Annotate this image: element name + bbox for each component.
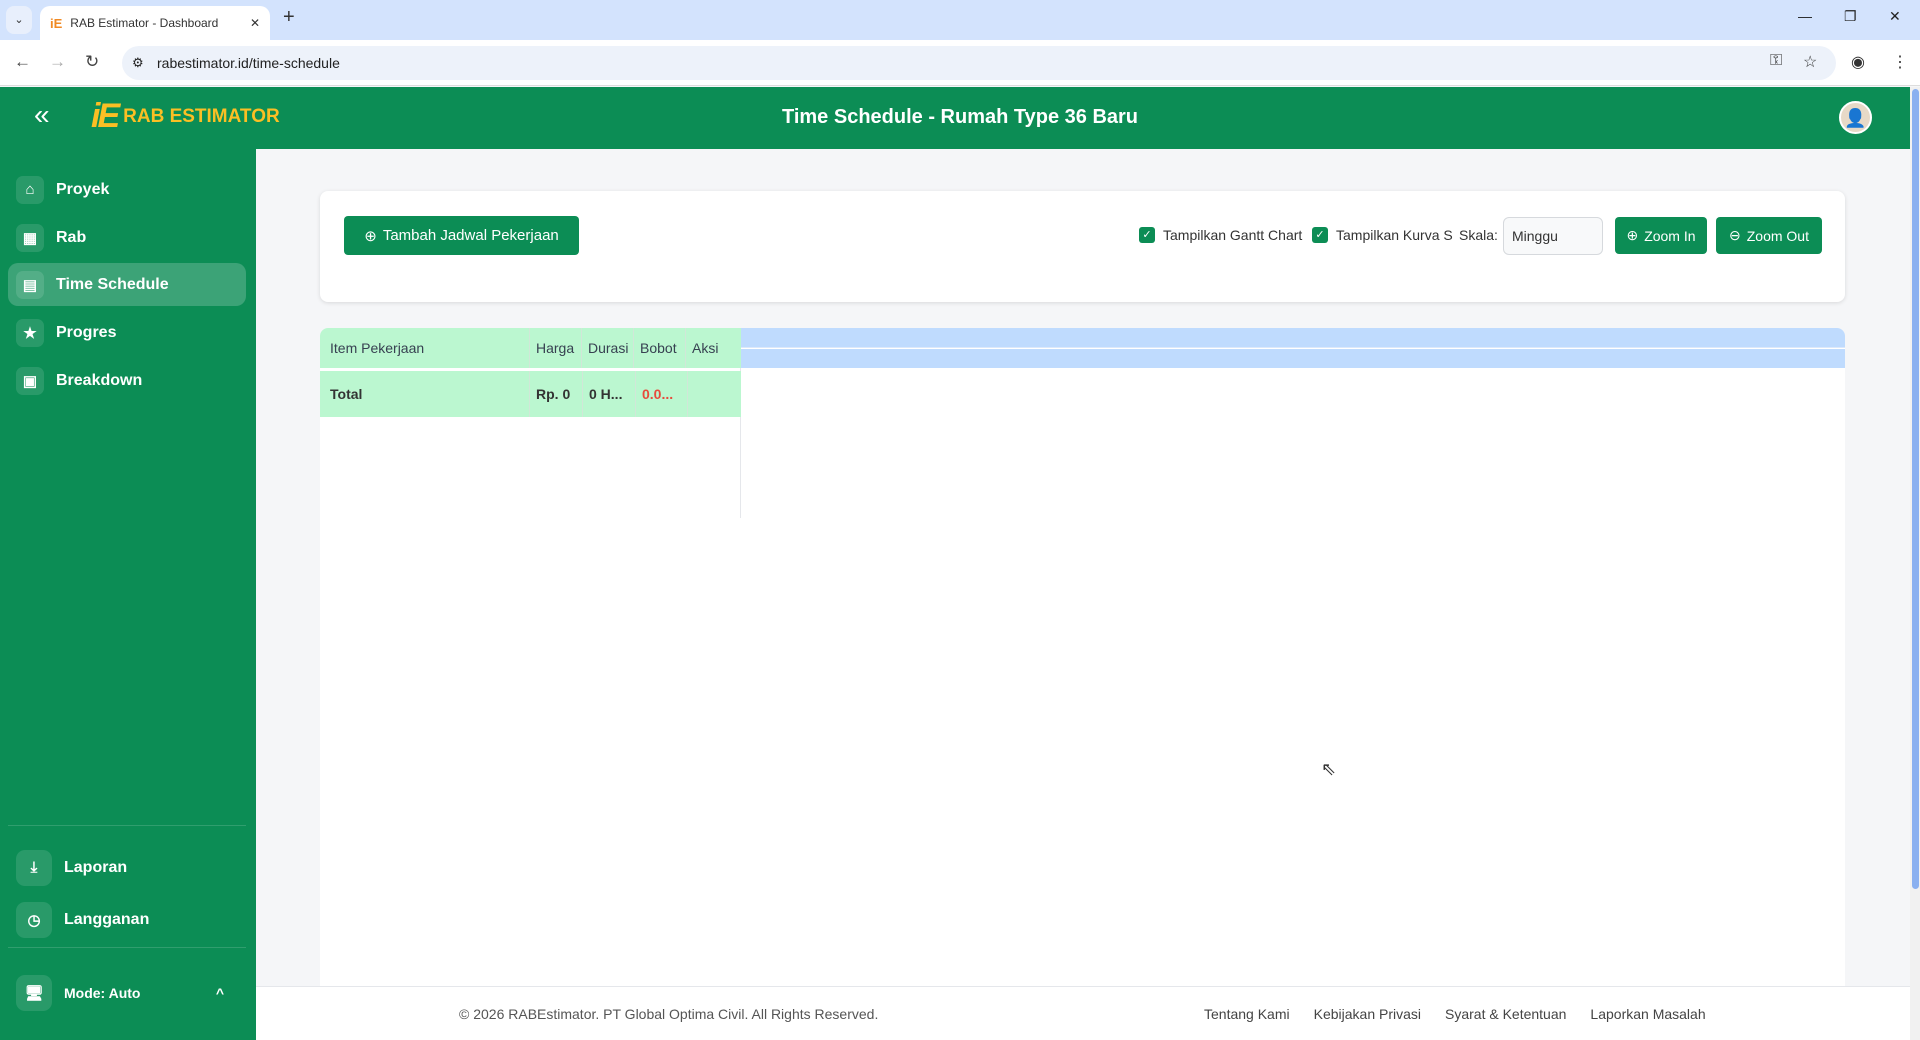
avatar[interactable]: 👤 [1839,101,1872,134]
mouse-cursor-icon: ⇖ [1321,759,1337,779]
grid-icon: ▦ [16,223,44,252]
task-table: Item Pekerjaan Harga Durasi Bobot Aksi T… [320,328,741,518]
collapse-sidebar-icon[interactable]: « [34,99,50,130]
table-header: Item Pekerjaan Harga Durasi Bobot Aksi [320,328,741,368]
zoom-out-label: Zoom Out [1746,227,1809,244]
total-aksi [688,371,741,417]
sidebar-item-label: Time Schedule [56,275,169,293]
profile-icon[interactable]: ◉ [1851,54,1865,71]
sidebar-item-label: Laporan [64,858,128,876]
footer-link-tentang[interactable]: Tentang Kami [1204,1006,1290,1022]
footer-link-laporkan[interactable]: Laporkan Masalah [1590,1006,1706,1022]
sidebar-item-laporan[interactable]: ⤓ Laporan [8,846,246,889]
logo[interactable]: iE RAB ESTIMATOR [91,97,280,135]
plus-circle-icon: ⊕ [364,227,377,245]
tab-search-button[interactable]: ⌄ [6,6,32,34]
toolbar-card: ⊕ Tambah Jadwal Pekerjaan ✓ Tampilkan Gant… [320,191,1845,302]
skala-label: Skala: [1459,227,1498,243]
copyright: © 2026 RABEstimator. PT Global Optima Ci… [459,1006,879,1022]
gantt-header-top [741,328,1845,348]
zoom-out-button[interactable]: ⊖ Zoom Out [1716,217,1822,254]
sidebar-item-label: Rab [56,228,87,246]
col-harga: Harga [530,328,582,368]
url-text: rabestimator.id/time-schedule [157,55,340,71]
restore-icon[interactable]: ❐ [1844,8,1857,24]
check-icon: ✓ [1312,227,1328,243]
app-header: « iE RAB ESTIMATOR Time Schedule - Rumah … [0,87,1920,149]
sidebar-item-time-schedule[interactable]: ▤ Time Schedule [8,263,246,306]
home-icon: ⌂ [16,175,44,204]
zoom-out-icon: ⊖ [1729,227,1741,243]
zoom-in-label: Zoom In [1644,227,1696,244]
gantt-label: Tampilkan Gantt Chart [1163,227,1303,243]
new-tab-button[interactable]: + [283,6,295,28]
browser-tab-bar: ⌄ iE RAB Estimator - Dashboard ✕ + — ❐ ✕ [0,0,1920,40]
bookmark-star-icon[interactable]: ☆ [1803,54,1818,71]
reload-icon[interactable]: ↻ [85,52,100,71]
chevron-up-icon: ^ [215,984,224,1001]
footer-link-privasi[interactable]: Kebijakan Privasi [1313,1006,1421,1022]
divider [8,947,246,948]
minimize-icon[interactable]: — [1798,8,1812,24]
total-harga: Rp. 0 [530,371,583,417]
mode-toggle[interactable]: 🖥 Mode: Auto ^ [8,971,246,1014]
menu-icon[interactable]: ⋮ [1892,54,1908,71]
zoom-in-icon: ⊕ [1626,227,1639,243]
url-input[interactable]: ⚙ rabestimator.id/time-schedule [122,46,1836,80]
sidebar-item-label: Breakdown [56,371,143,389]
divider [8,825,246,826]
sidebar-item-rab[interactable]: ▦ Rab [8,216,246,259]
favicon-icon: iE [50,15,63,31]
sidebar-item-label: Progres [56,323,117,341]
scrollbar-thumb[interactable] [1912,89,1919,889]
star-icon: ★ [16,318,44,347]
total-bobot: 0.0... [636,371,688,417]
back-icon[interactable]: ← [14,52,31,71]
monitor-icon: 🖥 [16,974,52,1011]
col-durasi: Durasi [582,328,634,368]
close-window-icon[interactable]: ✕ [1889,8,1901,24]
page-title: Time Schedule - Rumah Type 36 Baru [781,106,1139,128]
kurva-checkbox[interactable]: ✓ Tampilkan Kurva S [1312,227,1453,243]
password-key-icon[interactable]: ⚿ [1770,52,1783,69]
sidebar-item-label: Langganan [64,910,150,928]
zoom-in-button[interactable]: ⊕ Zoom In [1615,217,1707,254]
logo-text: RAB ESTIMATOR [123,105,280,127]
total-label: Total [320,371,530,417]
total-durasi: 0 H... [583,371,636,417]
gantt-header-bottom [741,349,1845,368]
download-icon: ⤓ [16,849,52,886]
site-settings-icon[interactable]: ⚙ [132,55,144,70]
sidebar-item-langganan[interactable]: ◷ Langganan [8,898,246,941]
col-bobot: Bobot [634,328,686,368]
sidebar-item-proyek[interactable]: ⌂ Proyek [8,168,246,211]
mode-label: Mode: Auto [64,984,141,1001]
sidebar: ⌂ Proyek ▦ Rab ▤ Time Schedule ★ Progres ▣ Br… [0,149,256,1040]
col-aksi: Aksi [692,340,719,356]
footer-link-syarat[interactable]: Syarat & Ketentuan [1445,1006,1567,1022]
check-icon: ✓ [1139,227,1155,243]
sidebar-item-progres[interactable]: ★ Progres [8,311,246,354]
skala-select[interactable]: Minggu [1503,217,1603,255]
total-row: Total Rp. 0 0 H... 0.0... [320,371,741,417]
address-bar-row: ← → ↻ ⚙ rabestimator.id/time-schedule ⚿ ☆… [0,40,1920,86]
sidebar-item-breakdown[interactable]: ▣ Breakdown [8,359,246,402]
clock-icon: ◷ [16,901,52,938]
forward-icon[interactable]: → [49,52,66,71]
gantt-checkbox[interactable]: ✓ Tampilkan Gantt Chart [1139,227,1302,243]
browser-tab[interactable]: iE RAB Estimator - Dashboard ✕ [40,6,270,40]
add-schedule-button[interactable]: ⊕ Tambah Jadwal Pekerjaan [344,216,579,255]
calendar-icon: ▤ [16,270,44,299]
close-tab-icon[interactable]: ✕ [249,16,260,30]
schedule-panel: Item Pekerjaan Harga Durasi Bobot Aksi T… [320,328,1845,988]
col-item: Item Pekerjaan [320,328,530,368]
sidebar-item-label: Proyek [56,180,110,198]
scrollbar[interactable] [1910,87,1920,1040]
kurva-label: Tampilkan Kurva S [1336,227,1453,243]
tab-title: RAB Estimator - Dashboard [70,16,219,30]
add-schedule-label: Tambah Jadwal Pekerjaan [382,227,559,244]
footer: © 2026 RABEstimator. PT Global Optima Ci… [256,986,1910,1040]
archive-icon: ▣ [16,366,44,395]
